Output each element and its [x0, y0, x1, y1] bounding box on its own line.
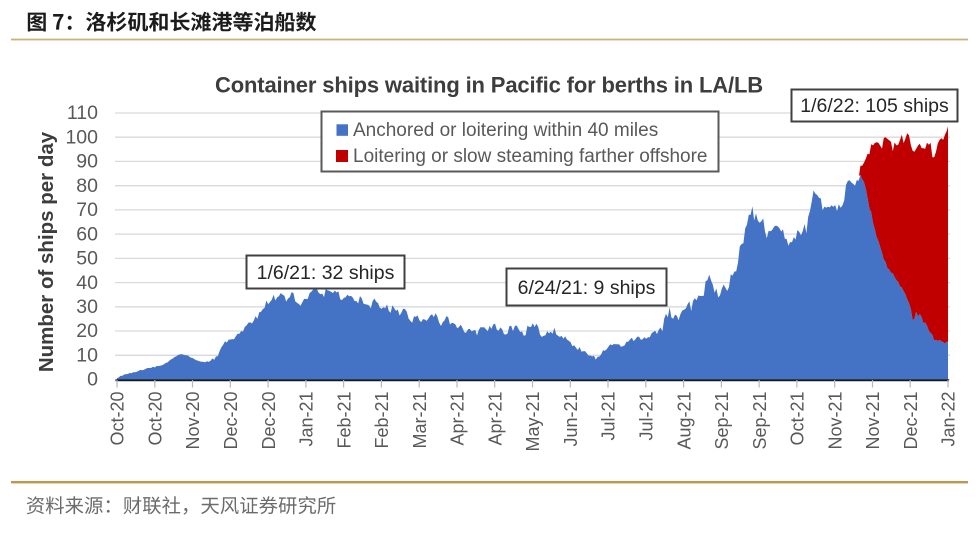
svg-text:1/6/21: 32 ships: 1/6/21: 32 ships	[257, 262, 395, 284]
svg-text:Oct-20: Oct-20	[146, 392, 166, 446]
svg-text:90: 90	[76, 151, 98, 173]
svg-text:40: 40	[76, 272, 98, 294]
svg-text:Dec-20: Dec-20	[221, 392, 241, 450]
svg-text:10: 10	[76, 345, 98, 367]
svg-text:1/6/22: 105 ships: 1/6/22: 105 ships	[800, 95, 949, 117]
svg-text:50: 50	[76, 248, 98, 270]
svg-text:Mar-21: Mar-21	[410, 392, 430, 449]
svg-text:Container ships waiting in Pac: Container ships waiting in Pacific for b…	[215, 73, 763, 98]
svg-text:May-21: May-21	[523, 392, 543, 452]
svg-text:6/24/21: 9 ships: 6/24/21: 9 ships	[518, 277, 656, 299]
svg-text:60: 60	[76, 223, 98, 245]
svg-text:20: 20	[76, 320, 98, 342]
svg-text:Nov-21: Nov-21	[825, 392, 845, 450]
svg-text:Jul-21: Jul-21	[599, 392, 619, 441]
svg-text:0: 0	[87, 369, 98, 391]
svg-text:100: 100	[65, 126, 98, 148]
svg-text:Sep-21: Sep-21	[712, 392, 732, 450]
svg-text:Oct-21: Oct-21	[788, 392, 808, 446]
svg-text:110: 110	[67, 102, 98, 124]
svg-text:Number of ships per day: Number of ships per day	[35, 131, 58, 372]
svg-text:Feb-21: Feb-21	[372, 392, 392, 449]
svg-text:Aug-21: Aug-21	[674, 392, 694, 450]
svg-text:Sep-21: Sep-21	[750, 392, 770, 450]
svg-text:Oct-20: Oct-20	[108, 392, 128, 446]
svg-text:Jul-21: Jul-21	[637, 392, 657, 441]
svg-text:Apr-21: Apr-21	[448, 392, 468, 446]
svg-text:Nov-20: Nov-20	[183, 392, 203, 450]
svg-text:Apr-21: Apr-21	[485, 392, 505, 446]
svg-text:Jun-21: Jun-21	[561, 392, 581, 447]
svg-text:Jan-22: Jan-22	[939, 392, 959, 447]
svg-text:Jan-21: Jan-21	[297, 392, 317, 447]
svg-text:Anchored or loitering within 4: Anchored or loitering within 40 miles	[353, 120, 658, 141]
svg-text:80: 80	[76, 175, 98, 197]
svg-text:Loitering or slow steaming far: Loitering or slow steaming farther offsh…	[353, 146, 708, 167]
svg-text:Dec-21: Dec-21	[901, 392, 921, 450]
svg-text:Feb-21: Feb-21	[334, 392, 354, 449]
svg-text:70: 70	[76, 199, 98, 221]
svg-text:Nov-21: Nov-21	[863, 392, 883, 450]
svg-text:Dec-20: Dec-20	[259, 392, 279, 450]
svg-text:30: 30	[76, 296, 98, 318]
